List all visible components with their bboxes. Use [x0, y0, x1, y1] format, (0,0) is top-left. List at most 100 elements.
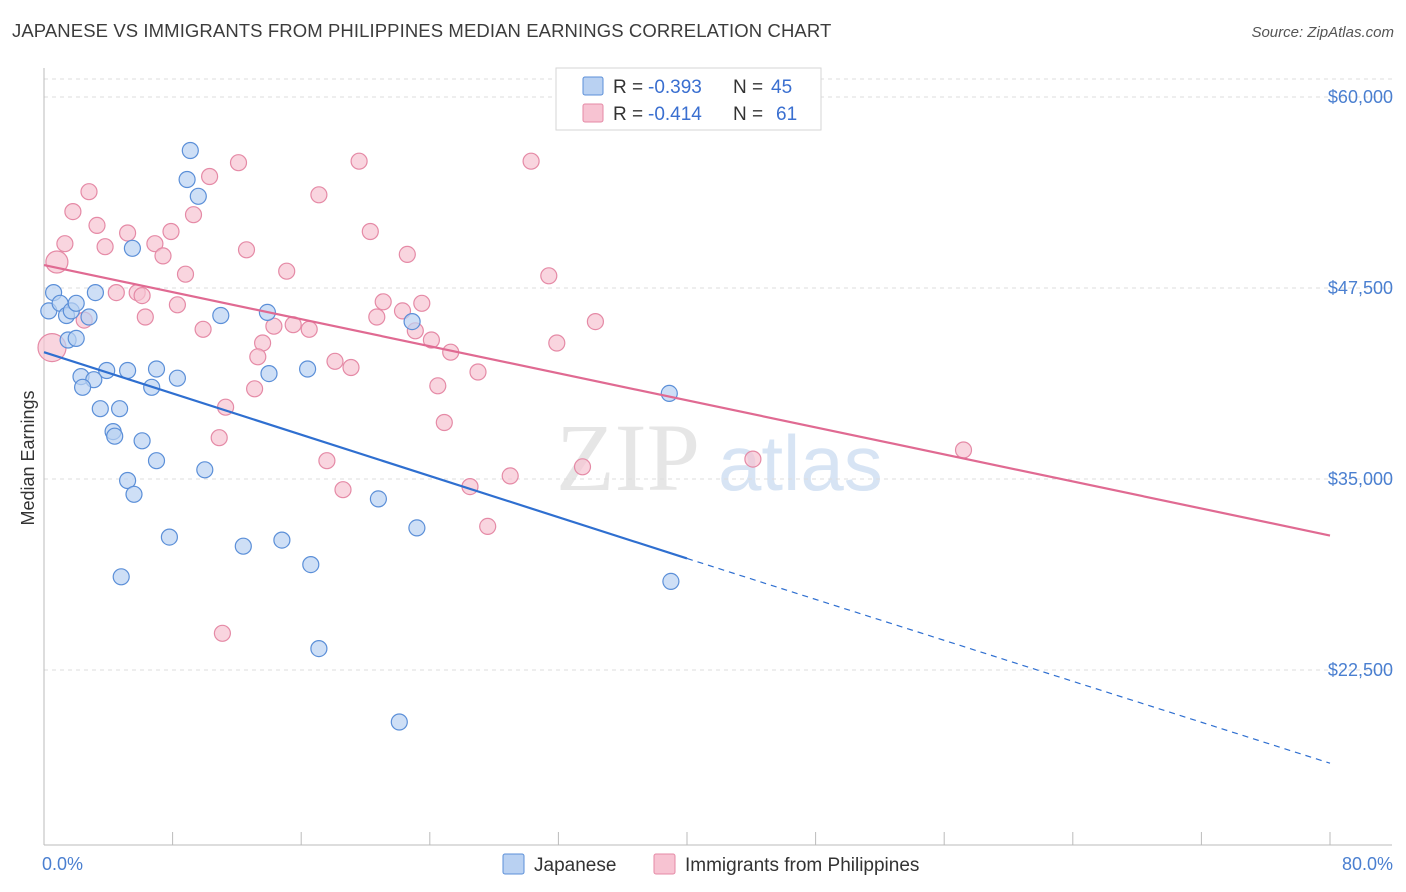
series-immigrants-from-philippines [37, 152, 973, 642]
point-philippines-29 [300, 320, 318, 338]
point-japanese-36 [196, 461, 214, 479]
point-japanese-18 [106, 427, 124, 445]
legend-swatch-philippines [582, 103, 604, 123]
point-philippines-19 [201, 167, 219, 186]
point-philippines-44 [429, 377, 447, 395]
point-japanese-44 [662, 572, 680, 591]
legend-r-label-philippines: R = [613, 104, 643, 125]
point-philippines-49 [479, 517, 497, 536]
legend-n-label-philippines: N = [733, 104, 763, 125]
point-japanese-22 [168, 369, 186, 387]
point-japanese-34 [118, 471, 137, 490]
point-japanese-41 [273, 531, 291, 549]
point-japanese-29 [123, 239, 141, 257]
point-philippines-35 [350, 152, 368, 170]
point-japanese-43 [112, 568, 130, 586]
point-philippines-40 [398, 245, 416, 263]
legend-stats: R = -0.393 N = 45 R = -0.414 N = 61 [555, 67, 822, 131]
trend-line-japanese-extension [686, 557, 1331, 764]
x-min-label: 0.0% [42, 854, 83, 874]
point-philippines-58 [954, 441, 973, 459]
point-japanese-28 [660, 384, 678, 402]
axes [43, 68, 1392, 846]
point-philippines-55 [586, 313, 605, 331]
legend-n-japanese: 45 [771, 77, 792, 98]
y-tick-label-0: $22,500 [1328, 660, 1393, 680]
point-philippines-2 [56, 235, 74, 253]
point-japanese-30 [181, 141, 199, 160]
point-philippines-9 [118, 224, 137, 242]
point-philippines-53 [548, 334, 566, 352]
point-japanese-16 [110, 400, 129, 418]
watermark-zip: ZIP [556, 404, 700, 511]
point-japanese-40 [234, 537, 252, 555]
point-philippines-24 [246, 380, 264, 398]
point-philippines-18 [194, 320, 212, 338]
point-philippines-54 [573, 458, 592, 476]
point-philippines-20 [210, 429, 228, 447]
point-philippines-11 [136, 308, 154, 326]
point-japanese-32 [189, 187, 207, 205]
legend-n-philippines: 61 [776, 104, 797, 125]
point-philippines-15 [168, 296, 186, 314]
point-philippines-12 [146, 235, 164, 253]
point-philippines-37 [368, 308, 386, 326]
point-philippines-34 [342, 358, 360, 377]
y-tick-labels: $22,500 $35,000 $47,500 $60,000 [1328, 87, 1393, 680]
point-philippines-56 [213, 624, 231, 642]
point-japanese-25 [260, 365, 278, 383]
trend-lines [43, 264, 1331, 764]
legend-r-philippines: -0.414 [648, 104, 702, 125]
chart-source: Source: ZipAtlas.com [1251, 24, 1394, 41]
series-japanese [40, 141, 680, 731]
legend-bottom-label-philippines: Immigrants from Philippines [685, 855, 919, 876]
point-philippines-23 [237, 241, 256, 259]
point-philippines-8 [107, 284, 125, 302]
point-philippines-45 [435, 413, 453, 432]
point-philippines-51 [522, 152, 540, 170]
x-max-label: 80.0% [1342, 854, 1393, 874]
x-ticks [43, 832, 1331, 845]
point-japanese-33 [147, 452, 166, 470]
point-japanese-38 [408, 519, 426, 537]
point-philippines-38 [374, 293, 392, 311]
point-japanese-23 [212, 306, 230, 325]
point-philippines-48 [469, 363, 487, 381]
y-tick-label-2: $47,500 [1328, 278, 1393, 298]
point-philippines-30 [310, 186, 328, 204]
point-japanese-35 [125, 485, 143, 503]
point-japanese-31 [178, 170, 196, 189]
point-japanese-5 [67, 294, 85, 312]
point-philippines-59 [133, 287, 151, 305]
point-philippines-7 [96, 238, 114, 256]
point-japanese-7 [86, 284, 105, 302]
point-philippines-60 [249, 348, 267, 366]
point-japanese-42 [302, 555, 320, 574]
point-philippines-31 [318, 452, 336, 470]
point-philippines-32 [326, 352, 344, 370]
point-japanese-15 [91, 400, 109, 418]
point-philippines-22 [229, 154, 248, 172]
point-philippines-52 [540, 267, 558, 285]
point-philippines-42 [413, 294, 431, 312]
legend-swatch-japanese [582, 76, 604, 96]
point-japanese-6 [80, 308, 98, 326]
legend-bottom: Japanese Immigrants from Philippines [502, 853, 919, 876]
point-japanese-37 [369, 490, 387, 508]
point-philippines-33 [334, 481, 352, 499]
trend-line-japanese [43, 351, 688, 560]
y-tick-label-3: $60,000 [1328, 87, 1393, 107]
point-japanese-39 [160, 528, 178, 546]
legend-bottom-swatch-philippines [653, 853, 676, 875]
point-philippines-3 [64, 203, 82, 221]
legend-bottom-swatch-japanese [502, 853, 525, 875]
legend-r-japanese: -0.393 [648, 77, 702, 98]
point-philippines-57 [744, 450, 762, 468]
point-japanese-45 [310, 639, 328, 658]
point-philippines-50 [501, 467, 519, 485]
y-tick-label-1: $35,000 [1328, 469, 1393, 489]
point-philippines-27 [278, 262, 296, 280]
grid [44, 78, 1392, 671]
chart-title: JAPANESE VS IMMIGRANTS FROM PHILIPPINES … [12, 20, 832, 41]
